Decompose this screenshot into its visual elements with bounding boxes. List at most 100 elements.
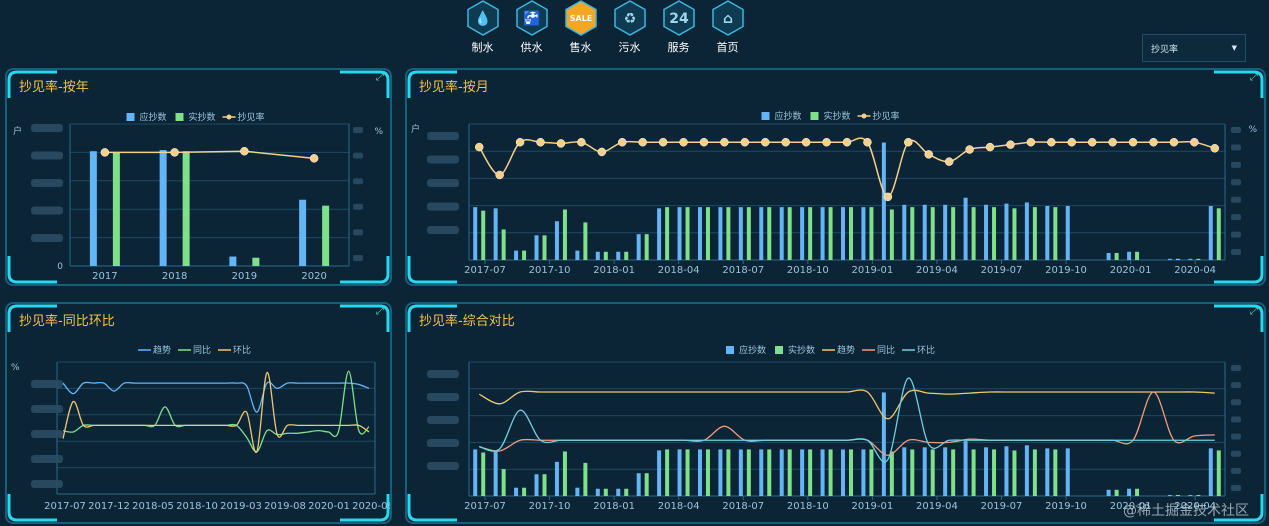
bar-expected bbox=[473, 207, 478, 260]
nav-label: 售水 bbox=[569, 41, 592, 54]
bar-expected bbox=[1167, 494, 1172, 496]
rate-point bbox=[740, 137, 750, 147]
x-tick-label: 2017-10 bbox=[529, 501, 571, 512]
bar-expected bbox=[881, 392, 886, 496]
legend-swatch bbox=[126, 113, 135, 121]
corner-accent bbox=[407, 256, 457, 284]
bar-actual bbox=[1032, 449, 1037, 496]
x-tick-label: 2020 bbox=[301, 271, 326, 282]
bar-actual bbox=[685, 449, 690, 496]
bar-expected bbox=[493, 450, 498, 496]
bar-expected bbox=[943, 447, 948, 496]
legend-label: 环比 bbox=[917, 344, 935, 356]
x-tick-label: 2019-01 bbox=[851, 265, 893, 276]
watermark: @稀土掘金技术社区 bbox=[1123, 503, 1249, 519]
bar-actual bbox=[1114, 489, 1119, 496]
corner-accent bbox=[340, 70, 390, 98]
corner-accent bbox=[1214, 70, 1264, 98]
expand-icon[interactable]: ⤢ bbox=[376, 306, 384, 317]
recycle-icon: ♻ bbox=[613, 0, 646, 36]
bar-actual bbox=[705, 449, 710, 496]
expand-icon[interactable]: ⤢ bbox=[1250, 72, 1258, 83]
bar-actual bbox=[1135, 488, 1140, 496]
series-line bbox=[479, 377, 1215, 463]
bar-actual bbox=[971, 449, 976, 496]
bar-expected bbox=[800, 449, 805, 496]
obscured-tick-label bbox=[31, 234, 63, 242]
legend-swatch bbox=[761, 112, 770, 120]
obscured-tick-label bbox=[1231, 399, 1241, 406]
bar-actual bbox=[522, 487, 527, 496]
corner-accent bbox=[340, 304, 390, 332]
x-tick-label: 2018-04 bbox=[658, 501, 700, 512]
bar-actual bbox=[583, 462, 588, 496]
bar-expected bbox=[1208, 448, 1213, 496]
bar-expected bbox=[922, 447, 927, 496]
nav-item[interactable]: 💧 制水 bbox=[462, 0, 503, 58]
24h-service-icon: 24 bbox=[662, 0, 695, 36]
bar-actual bbox=[1012, 450, 1017, 496]
bar-expected bbox=[861, 449, 866, 496]
obscured-tick-label bbox=[1231, 467, 1241, 474]
bar-actual bbox=[808, 207, 813, 260]
obscured-tick-label bbox=[427, 416, 459, 424]
rate-point bbox=[842, 137, 852, 147]
series-line bbox=[478, 389, 1215, 420]
obscured-tick-label bbox=[427, 226, 459, 234]
bar-expected bbox=[159, 150, 167, 266]
expand-icon[interactable]: ⤢ bbox=[1250, 306, 1258, 317]
x-tick-label: 2017-07 bbox=[464, 501, 506, 512]
obscured-tick-label bbox=[31, 179, 63, 187]
legend-label: 抄见率 bbox=[238, 111, 265, 123]
rate-point bbox=[556, 139, 566, 148]
chart-year: 户 % 0 应抄数 实抄数 抄见率 2017 2018 2019 2020 bbox=[7, 70, 390, 284]
corner-accent bbox=[1214, 256, 1264, 284]
bar-actual bbox=[1196, 494, 1201, 496]
legend-label: 实抄数 bbox=[189, 111, 216, 123]
x-tick-label: 2018-01 bbox=[593, 501, 635, 512]
metric-select[interactable]: 抄见率 ▼ bbox=[1142, 34, 1246, 62]
x-tick-label: 2020-01 bbox=[1110, 265, 1152, 276]
nav-item[interactable]: 🚰 供水 bbox=[511, 0, 552, 58]
rate-point bbox=[944, 157, 954, 166]
bar-actual bbox=[869, 207, 874, 260]
legend-swatch bbox=[861, 113, 867, 119]
obscured-tick-label bbox=[1231, 365, 1241, 371]
corner-accent bbox=[7, 256, 57, 284]
bar-expected bbox=[575, 487, 580, 496]
obscured-tick-label bbox=[353, 152, 363, 159]
series-line bbox=[479, 391, 1215, 456]
rate-point bbox=[474, 142, 484, 152]
bar-actual bbox=[481, 210, 486, 260]
bar-actual bbox=[1175, 258, 1180, 260]
obscured-tick-label bbox=[31, 455, 63, 463]
bar-actual bbox=[322, 205, 330, 266]
legend-swatch bbox=[775, 346, 783, 354]
bar-expected bbox=[514, 487, 519, 496]
x-tick-label: 2020-04 bbox=[1174, 265, 1216, 276]
bar-expected bbox=[514, 250, 519, 260]
rate-point bbox=[1026, 137, 1036, 147]
x-tick-label: 2019-10 bbox=[1045, 265, 1087, 276]
nav-item[interactable]: ⌂ 首页 bbox=[707, 0, 748, 58]
bar-expected bbox=[759, 449, 764, 496]
nav-item[interactable]: 24 服务 bbox=[658, 0, 699, 58]
bar-actual bbox=[1012, 208, 1017, 260]
obscured-tick-label bbox=[1231, 231, 1241, 238]
x-tick-label: 2019 bbox=[232, 271, 257, 282]
corner-accent bbox=[407, 494, 457, 522]
bar-actual bbox=[869, 449, 874, 496]
nav-item[interactable]: ♻ 污水 bbox=[609, 0, 650, 58]
corner-accent bbox=[1214, 494, 1264, 522]
expand-icon[interactable]: ⤢ bbox=[376, 72, 384, 83]
rate-point bbox=[617, 137, 627, 147]
bar-actual bbox=[849, 449, 853, 496]
rate-point bbox=[170, 148, 179, 157]
nav-item[interactable]: SALE 售水 bbox=[560, 0, 601, 58]
bar-expected bbox=[657, 208, 662, 260]
sale-tag-icon: SALE bbox=[564, 0, 597, 36]
x-tick-label: 2019-08 bbox=[264, 501, 306, 512]
bar-expected bbox=[657, 450, 662, 496]
x-tick-label: 2017-10 bbox=[529, 265, 571, 276]
